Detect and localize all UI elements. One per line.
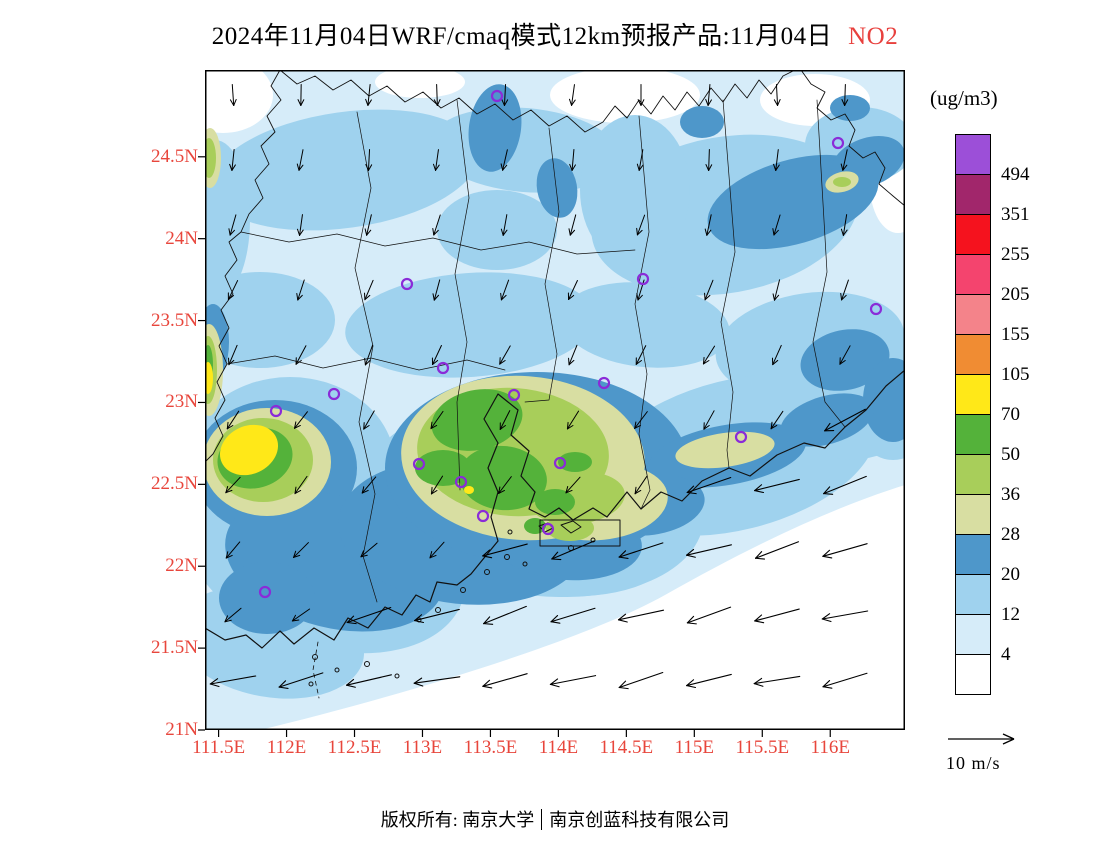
- coastline-borders: [205, 70, 905, 699]
- lat-tick-label: 23.5N: [151, 309, 198, 331]
- legend-color-box: [955, 414, 991, 455]
- legend-color-box: [955, 334, 991, 375]
- legend-color-box: [955, 494, 991, 535]
- concentration-field: [205, 70, 905, 730]
- lat-tick-label: 24.5N: [151, 145, 198, 167]
- station-marker: [541, 522, 555, 536]
- axis-ticks: [198, 156, 831, 737]
- station-marker: [327, 387, 341, 401]
- legend-color-box: [955, 534, 991, 575]
- station-marker: [597, 376, 611, 390]
- lon-tick-label: 113.5E: [463, 737, 518, 758]
- legend-value-label: 494: [1001, 164, 1030, 185]
- lon-tick-label: 115.5E: [735, 737, 790, 758]
- legend-color-box: [955, 214, 991, 255]
- wind-vectors: [209, 84, 869, 690]
- legend-value-label: 205: [1001, 284, 1030, 305]
- station-markers: [258, 89, 883, 599]
- legend-color-box: [955, 174, 991, 215]
- legend-value-label: 105: [1001, 364, 1030, 385]
- legend-color-box: [955, 134, 991, 175]
- lat-tick-label: 21.5N: [151, 637, 198, 659]
- copyright-text-1: 版权所有: 南京大学: [380, 810, 535, 830]
- station-marker: [734, 430, 748, 444]
- station-marker: [436, 361, 450, 375]
- title-text: 2024年11月04日WRF/cmaq模式12km预报产品:11月04日: [211, 23, 833, 50]
- legend-value-label: 255: [1001, 244, 1030, 265]
- legend-value-label: 155: [1001, 324, 1030, 345]
- legend-value-label: 12: [1001, 604, 1020, 625]
- lon-tick-label: 114.5E: [599, 737, 654, 758]
- station-marker: [636, 272, 650, 286]
- species-label: NO2: [848, 23, 899, 50]
- lat-tick-label: 24N: [165, 227, 198, 249]
- legend-color-box: [955, 454, 991, 495]
- lon-tick-label: 114E: [538, 737, 579, 758]
- station-marker: [476, 509, 490, 523]
- lon-tick-label: 115E: [674, 737, 715, 758]
- wind-reference: 10 m/s: [946, 730, 1036, 774]
- lat-tick-label: 21N: [165, 719, 198, 740]
- legend-value-label: 70: [1001, 404, 1020, 425]
- legend-value-label: 50: [1001, 444, 1020, 465]
- lon-tick-label: 113E: [402, 737, 443, 758]
- station-marker: [553, 456, 567, 470]
- legend-color-box: [955, 574, 991, 615]
- copyright-text-2: 南京创蓝科技有限公司: [549, 810, 730, 830]
- lon-tick-label: 116E: [810, 737, 850, 758]
- wind-reference-arrow: [948, 733, 1015, 745]
- legend-color-box: [955, 254, 991, 295]
- station-marker: [412, 457, 426, 471]
- lat-tick-label: 23N: [165, 391, 198, 413]
- legend-value-label: 20: [1001, 564, 1020, 585]
- legend-value-label: 28: [1001, 524, 1020, 545]
- lon-tick-label: 112E: [266, 737, 307, 758]
- legend-units-title: (ug/m3): [930, 86, 998, 110]
- legend-value-label: 36: [1001, 484, 1020, 505]
- lat-tick-label: 22.5N: [151, 473, 198, 495]
- color-legend: 494 351 255 205 155 105 70 50 36 28 20 12 4: [955, 134, 1075, 695]
- station-marker: [269, 404, 283, 418]
- forecast-map: [198, 70, 905, 737]
- longitude-axis: 111.5E 112E 112.5E 113E 113.5E 114E 114.5E 115E…: [192, 737, 905, 763]
- legend-color-box: [955, 614, 991, 655]
- wind-reference-label: 10 m/s: [946, 753, 1001, 773]
- legend-value-label: 351: [1001, 204, 1030, 225]
- plot-frame: [205, 70, 905, 730]
- map-plot: [198, 70, 905, 737]
- station-marker: [507, 388, 521, 402]
- station-marker: [258, 585, 272, 599]
- legend-color-box: [955, 654, 991, 695]
- station-marker: [454, 475, 468, 489]
- lat-tick-label: 22N: [165, 555, 198, 577]
- page-title: 2024年11月04日WRF/cmaq模式12km预报产品:11月04日 NO2: [145, 16, 965, 52]
- station-marker: [831, 136, 845, 150]
- latitude-axis: 24.5N 24N 23.5N 23N 22.5N 22N 21.5N 21N: [110, 70, 198, 740]
- lon-tick-label: 111.5E: [192, 737, 246, 758]
- station-marker: [400, 277, 414, 291]
- legend-color-box: [955, 294, 991, 335]
- footer-separator: [541, 809, 543, 830]
- legend-value-label: 4: [1001, 644, 1011, 665]
- legend-color-box: [955, 374, 991, 415]
- copyright-footer: 版权所有: 南京大学 南京创蓝科技有限公司: [145, 806, 965, 832]
- region-box: [539, 519, 621, 547]
- station-marker: [869, 302, 883, 316]
- lon-tick-label: 112.5E: [327, 737, 382, 758]
- station-marker: [490, 89, 504, 103]
